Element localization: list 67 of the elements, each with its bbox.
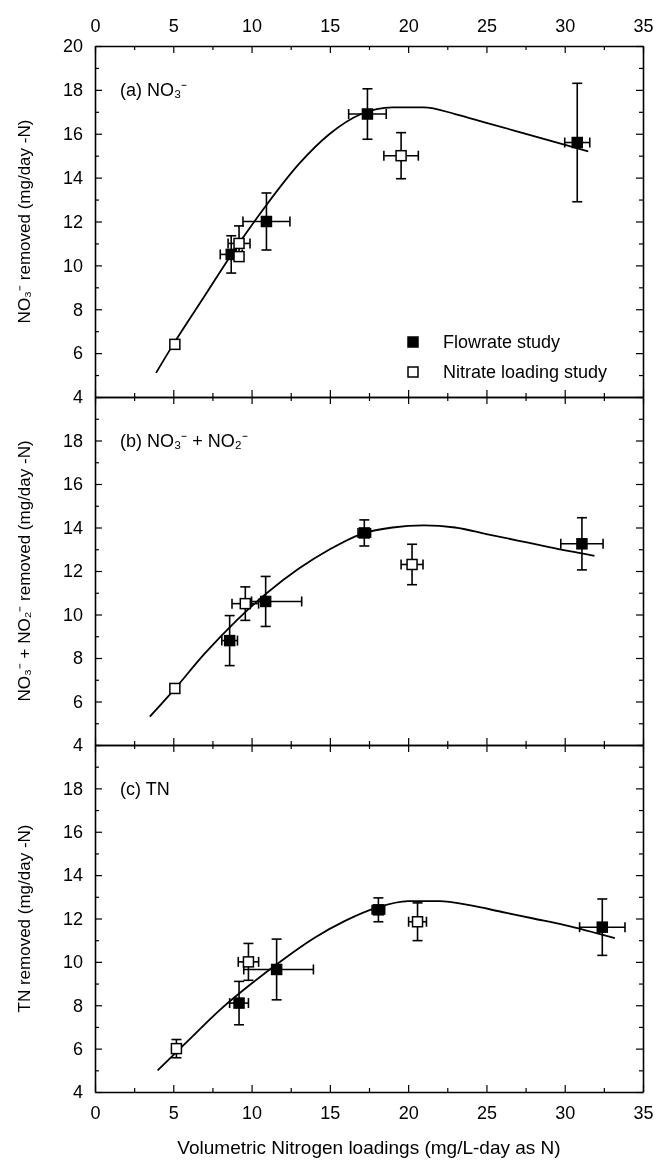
point [242, 956, 255, 968]
x2-tick-label: 0 [90, 16, 101, 36]
y-tick-label: 8 [72, 648, 83, 669]
legend-label: Nitrate loading study [443, 362, 608, 382]
y-tick-label: 4 [72, 1082, 83, 1103]
point [260, 215, 273, 228]
y-tick-label: 18 [62, 80, 83, 101]
y-tick-label: 14 [62, 517, 83, 538]
x-axis-title: Volumetric Nitrogen loadings (mg/L-day as N) [177, 1137, 561, 1158]
y-tick-label: 18 [62, 778, 83, 799]
y-tick-label: 6 [72, 343, 83, 364]
annotation: (b) NO₃⁻ + NO₂⁻ [120, 431, 248, 451]
x-tick-label: 0 [90, 1102, 101, 1123]
x-tick-label: 35 [633, 1102, 654, 1123]
y-tick-label: 16 [62, 822, 83, 843]
y-axis-title: TN removed (mg/day -N) [15, 824, 34, 1013]
y-tick-label: 6 [72, 691, 83, 712]
point [169, 682, 181, 695]
y-tick-label: 12 [62, 561, 83, 582]
y-tick-label: 14 [62, 167, 83, 188]
x2-tick-label: 35 [633, 16, 654, 36]
point [259, 595, 272, 608]
y-tick-label: 10 [62, 255, 83, 276]
y-tick-label: 6 [72, 1038, 83, 1059]
x2-tick-label: 5 [168, 16, 179, 36]
point [411, 916, 424, 928]
y-tick-label: 12 [62, 211, 83, 232]
x-tick-label: 10 [242, 1102, 263, 1123]
x2-tick-label: 30 [555, 16, 576, 36]
y-tick-label: 18 [62, 430, 83, 451]
legend-label: Flowrate study [443, 332, 561, 352]
point [406, 558, 418, 571]
x2-tick-label: 25 [476, 16, 497, 36]
x2-tick-label: 20 [398, 16, 419, 36]
point [233, 997, 245, 1009]
y-tick-label: 4 [72, 735, 83, 756]
point [239, 597, 252, 610]
point [170, 1042, 183, 1055]
annotation: (c) TN [120, 779, 170, 799]
y-tick-label: 4 [72, 387, 83, 408]
point [270, 963, 283, 976]
y-tick-label: 14 [62, 865, 83, 886]
annotation: (a) NO₃⁻ [120, 80, 188, 100]
point [169, 338, 181, 351]
x-tick-label: 15 [320, 1102, 341, 1123]
y-axis-title: NO₃⁻ removed (mg/day -N) [15, 119, 34, 324]
point [361, 108, 374, 120]
y-tick-label: 8 [72, 995, 83, 1016]
x-tick-label: 30 [555, 1102, 576, 1123]
x-tick-label: 20 [398, 1102, 419, 1123]
y-axis-title: NO₃⁻ + NO₂⁻ removed (mg/day -N) [15, 440, 34, 702]
point [395, 149, 407, 162]
point [571, 136, 583, 149]
y-tick-label: 10 [62, 952, 83, 973]
y-tick-label: 8 [72, 299, 83, 320]
point [576, 538, 588, 550]
y-tick-label: 10 [62, 604, 83, 625]
x2-tick-label: 10 [242, 16, 263, 36]
x-tick-label: 25 [476, 1102, 497, 1123]
point [596, 921, 609, 933]
y-tick-label: 16 [62, 474, 83, 495]
y-tick-label: 16 [62, 124, 83, 145]
x2-tick-label: 15 [320, 16, 341, 36]
x-tick-label: 5 [168, 1102, 179, 1123]
point [233, 237, 245, 250]
y-tick-label: 12 [62, 908, 83, 929]
y-tick-label: 20 [62, 36, 83, 57]
